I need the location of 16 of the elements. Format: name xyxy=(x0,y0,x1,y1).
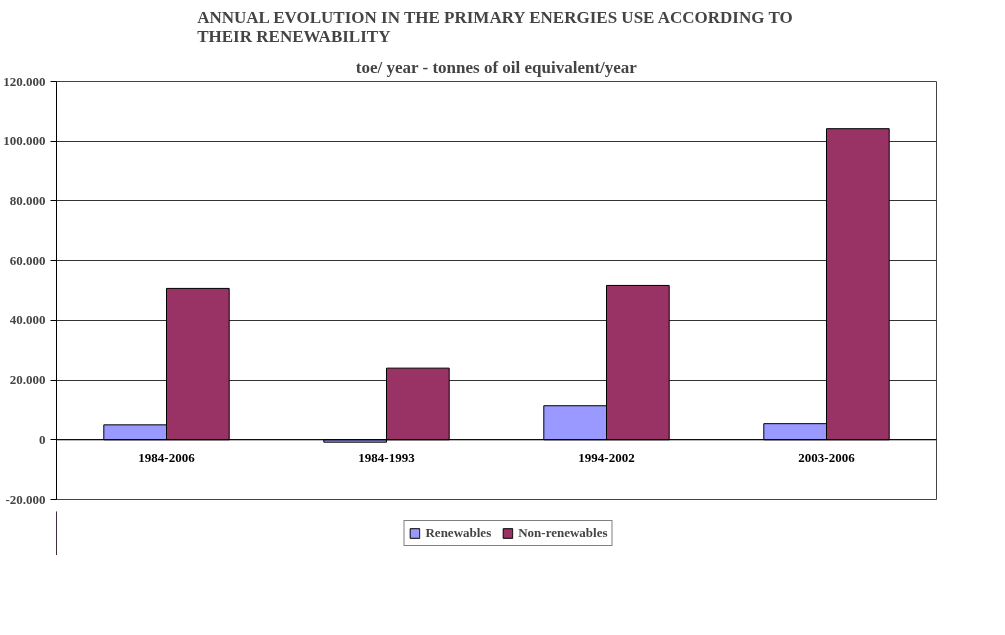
y-tick-label: 80.000 xyxy=(9,192,46,208)
legend-label: Renewables xyxy=(425,525,492,541)
x-tick-label: 1984-2006 xyxy=(138,449,196,465)
y-tick-label: -20.000 xyxy=(5,491,46,507)
y-tick-label: 100.000 xyxy=(3,133,46,149)
chart-title: ANNUAL EVOLUTION IN THE PRIMARY ENERGIES USE ACCORDING TO THEIR RENEWABILITY xyxy=(197,7,793,46)
x-tick-label: 1994-2002 xyxy=(578,449,635,465)
x-tick-label: 2003-2006 xyxy=(798,449,856,465)
y-tick-label: 20.000 xyxy=(9,372,46,388)
y-tick-label: 120.000 xyxy=(3,73,46,89)
y-tick-label: 0 xyxy=(39,431,46,447)
legend-label: Non-renewables xyxy=(518,525,608,541)
x-tick-label: 1984-1993 xyxy=(358,449,416,465)
chart-subtitle: toe/ year - tonnes of oil equivalent/year xyxy=(355,57,638,77)
y-tick-label: 40.000 xyxy=(9,312,46,328)
y-tick-label: 60.000 xyxy=(9,252,46,268)
